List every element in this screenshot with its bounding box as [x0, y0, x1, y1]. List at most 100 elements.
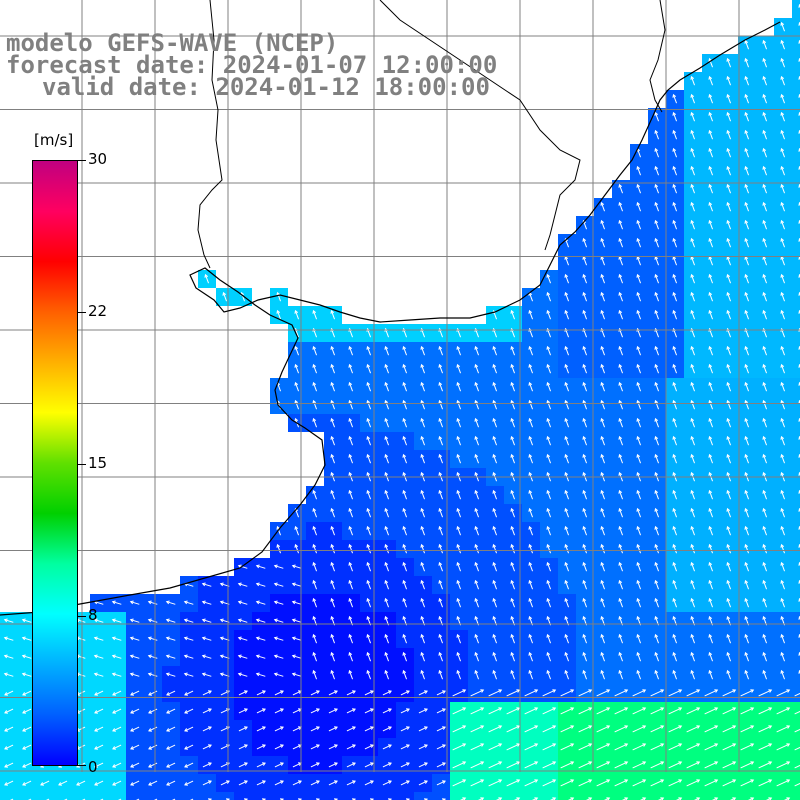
wind-arrow [364, 726, 374, 732]
wind-arrow [776, 689, 790, 697]
wind-arrow-head [492, 417, 497, 422]
wind-arrow-head [276, 309, 281, 314]
wind-arrow-head [129, 618, 134, 623]
wind-arrow-head [312, 579, 317, 584]
wind-arrow [528, 346, 534, 356]
wind-arrow-head [660, 707, 665, 711]
wind-arrow-head [348, 579, 353, 584]
wind-arrow-head [690, 309, 695, 314]
wind-arrow-head [384, 561, 389, 566]
field-cell [594, 792, 612, 800]
wind-arrow [506, 707, 520, 715]
wind-arrow-head [456, 471, 461, 476]
wind-arrow-head [366, 651, 371, 656]
wind-arrow-head [732, 743, 737, 747]
wind-arrow [654, 220, 660, 230]
wind-arrow-head [672, 561, 677, 566]
wind-arrow-head [762, 147, 767, 152]
wind-arrow-head [298, 798, 302, 800]
wind-arrow [202, 637, 212, 641]
wind-arrow-head [552, 743, 557, 747]
wind-arrow [366, 364, 372, 374]
wind-arrow-head [618, 651, 623, 656]
wind-arrow-head [424, 762, 428, 766]
wind-arrow-head [291, 672, 296, 677]
wind-arrow [654, 436, 660, 446]
wind-arrow-head [654, 597, 659, 602]
wind-arrow-head [762, 93, 767, 98]
wind-arrow [312, 400, 318, 410]
wind-arrow [400, 690, 410, 696]
wind-arrow [420, 670, 426, 680]
wind-arrow-head [636, 579, 641, 584]
field-cell [792, 342, 800, 360]
wind-arrow [238, 744, 248, 750]
wind-arrow [618, 400, 624, 410]
wind-arrow-head [384, 345, 389, 350]
field-cell [792, 18, 800, 36]
wind-arrow-head [798, 633, 800, 638]
wind-arrow [274, 690, 284, 696]
wind-arrow [418, 708, 428, 714]
wind-arrow [366, 544, 372, 554]
wind-arrow [596, 779, 610, 787]
wind-arrow-head [366, 417, 371, 422]
wind-arrow-head [226, 780, 230, 784]
wind-arrow-head [348, 417, 353, 422]
wind-arrow-head [708, 57, 713, 62]
wind-arrow-head [606, 707, 611, 711]
wind-arrow-head [726, 363, 731, 368]
wind-arrow-head [546, 489, 551, 494]
wind-arrow [582, 508, 588, 518]
wind-arrow-head [690, 633, 695, 638]
wind-arrow-head [744, 291, 749, 296]
wind-arrow-head [201, 618, 206, 623]
wind-arrow [618, 652, 624, 662]
wind-arrow [238, 762, 248, 768]
wind-arrow-head [352, 780, 356, 784]
wind-arrow [456, 346, 462, 356]
wind-arrow-head [690, 93, 695, 98]
wind-arrow-head [780, 345, 785, 350]
wind-arrow [564, 364, 570, 374]
wind-arrow [510, 346, 516, 356]
wind-arrow-head [424, 798, 428, 800]
wind-arrow [780, 184, 786, 194]
wind-arrow [292, 655, 302, 659]
wind-arrow-head [208, 762, 212, 766]
wind-arrow-head [750, 689, 755, 693]
wind-arrow [780, 112, 786, 122]
wind-arrow [564, 652, 570, 662]
wind-arrow-head [606, 761, 611, 765]
wind-arrow-head [280, 726, 284, 730]
wind-arrow [582, 526, 588, 536]
wind-arrow [528, 400, 534, 410]
wind-arrow-head [237, 636, 242, 641]
wind-arrow [636, 310, 642, 320]
wind-arrow-head [798, 3, 800, 8]
wind-arrow-head [624, 779, 629, 783]
wind-arrow-head [384, 543, 389, 548]
field-cell [270, 792, 288, 800]
wind-arrow [256, 744, 266, 750]
wind-arrow [166, 726, 176, 732]
wind-arrow [780, 490, 786, 500]
wind-arrow-head [708, 651, 713, 656]
wind-arrow [780, 436, 786, 446]
field-cell [738, 792, 756, 800]
wind-arrow-head [219, 636, 224, 641]
wind-arrow-head [690, 237, 695, 242]
wind-arrow [780, 562, 786, 572]
wind-arrow-head [498, 779, 503, 783]
wind-arrow-head [780, 111, 785, 116]
wind-arrow [578, 689, 592, 697]
wind-arrow [672, 364, 678, 374]
wind-arrow [780, 526, 786, 536]
wind-arrow-head [402, 543, 407, 548]
wind-arrow-head [370, 762, 374, 766]
wind-arrow-head [798, 507, 800, 512]
wind-arrow [564, 400, 570, 410]
wind-arrow-head [744, 273, 749, 278]
wind-arrow-head [618, 633, 623, 638]
wind-arrow-head [438, 597, 443, 602]
